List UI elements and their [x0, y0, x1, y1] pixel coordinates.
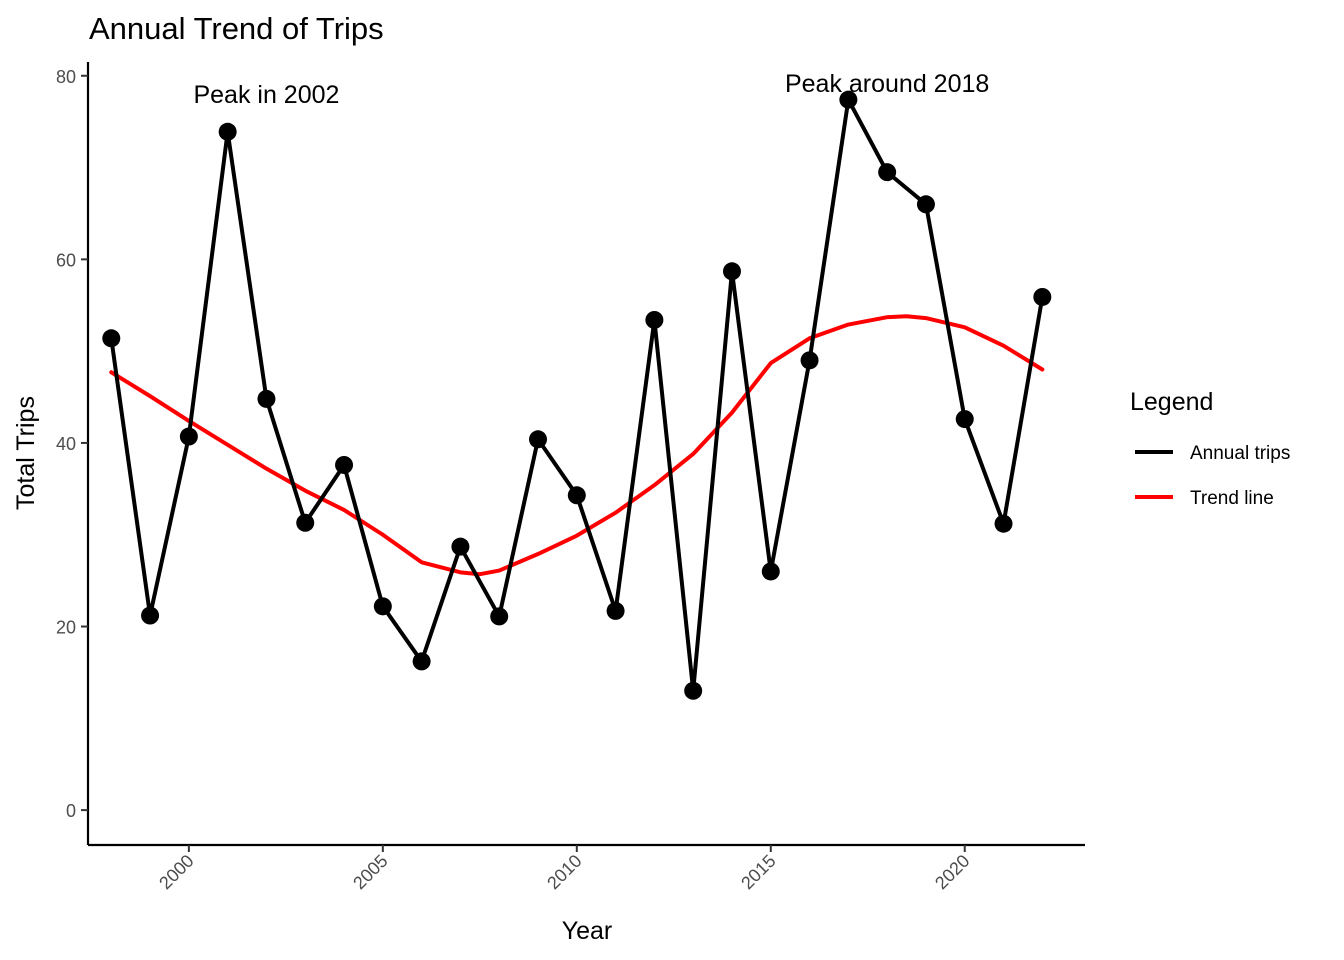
data-point — [761, 562, 780, 581]
x-axis-ticks: 2000 2005 2010 2015 2020 — [155, 845, 974, 893]
y-axis-title: Total Trips — [12, 396, 40, 510]
annotation-label: Peak in 2002 — [193, 81, 339, 109]
x-axis-title: Year — [562, 917, 613, 945]
annotation-label: Peak around 2018 — [785, 70, 989, 98]
data-point — [955, 410, 974, 429]
data-point — [1033, 287, 1052, 306]
y-tick-label: 0 — [66, 801, 76, 821]
series-line-trend — [109, 314, 1045, 577]
plot-area: 2000 2005 2010 2015 2020 0 20 40 60 80 Peak in 2… — [56, 62, 1085, 893]
x-tick-label: 2015 — [737, 851, 779, 893]
series-layer — [102, 90, 1052, 700]
y-tick-label: 40 — [56, 434, 76, 454]
data-point — [994, 514, 1013, 533]
data-point — [335, 455, 354, 474]
data-point — [567, 486, 586, 505]
data-point — [684, 681, 703, 700]
data-point — [800, 351, 819, 370]
data-point — [878, 163, 897, 182]
data-point — [529, 430, 548, 449]
legend-label-trend-line: Trend line — [1190, 488, 1274, 509]
x-tick-label: 2020 — [931, 851, 973, 893]
x-tick-label: 2000 — [155, 851, 197, 893]
data-point — [412, 652, 431, 671]
y-tick-label: 60 — [56, 250, 76, 270]
data-point — [645, 310, 664, 329]
legend-title: Legend — [1130, 388, 1213, 416]
data-point — [490, 607, 509, 626]
data-point — [839, 90, 858, 109]
data-point — [179, 427, 198, 446]
series-line-annual-trips — [109, 97, 1045, 693]
y-axis-ticks: 0 20 40 60 80 — [56, 67, 88, 821]
data-point — [257, 389, 276, 408]
legend: Legend Annual trips Trend line — [1130, 388, 1290, 509]
annotation-layer: Peak in 2002 Peak around 2018 — [193, 70, 989, 109]
x-tick-label: 2010 — [543, 851, 585, 893]
data-point — [451, 537, 470, 556]
data-point — [722, 262, 741, 281]
data-point — [296, 513, 315, 532]
y-tick-label: 20 — [56, 618, 76, 638]
data-point — [141, 606, 160, 625]
y-tick-label: 80 — [56, 67, 76, 87]
data-point — [606, 601, 625, 620]
chart-title: Annual Trend of Trips — [89, 11, 384, 46]
data-point — [916, 195, 935, 214]
data-point — [373, 597, 392, 616]
legend-label-annual-trips: Annual trips — [1190, 443, 1290, 464]
data-point — [102, 329, 121, 348]
data-point — [218, 122, 237, 141]
x-tick-label: 2005 — [349, 851, 391, 893]
